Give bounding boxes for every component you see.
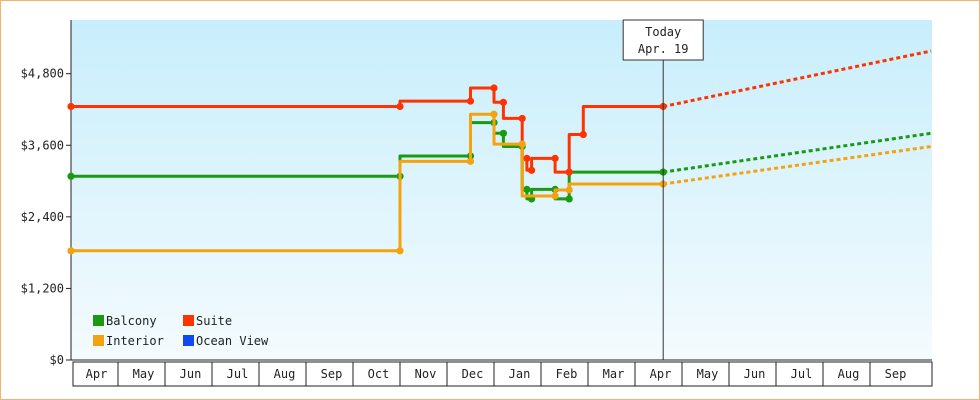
x-axis: Apr May Jun Jul Aug Sep Oct Nov Dec Jan Feb Mar Apr M… [71,359,933,387]
series-interior [67,110,932,255]
legend-item-interior: Interior [93,334,164,348]
legend-swatch [183,315,194,326]
forecast-line [662,131,932,174]
plot-background [71,20,932,360]
legend-item-balcony: Balcony [93,314,157,328]
series-point [499,129,507,137]
x-tick-label: Apr [86,367,108,381]
legend-label: Interior [106,334,164,348]
series-point [565,168,573,176]
series-point [518,114,526,123]
series-point [551,154,559,162]
series-point [490,84,498,92]
series-point [565,195,573,203]
series-point [67,102,75,111]
x-tick-label: Sep [885,367,907,381]
series-point [518,140,526,148]
x-tick-label: Nov [415,367,437,381]
x-tick-label: Mar [603,367,625,381]
x-axis-band [72,361,933,387]
series-point [67,247,75,255]
x-tick-label: Feb [556,367,578,381]
forecast-line [662,145,932,186]
series-point [67,172,75,180]
series-point [466,157,475,165]
legend: Balcony Suite Interior Ocean View [93,314,269,348]
series-point [396,102,404,111]
x-tick-label: Aug [838,367,860,381]
series-point [523,185,531,194]
today-marker: Today Apr. 19 [622,19,704,360]
y-tick-label: $3,600 [21,138,64,152]
x-tick-label: Jun [180,367,202,381]
x-tick-label: Oct [368,367,390,381]
series-point [528,166,536,174]
today-date: Apr. 19 [638,42,689,56]
legend-label: Ocean View [196,334,269,348]
x-tick-label: Dec [462,367,484,381]
legend-label: Balcony [106,314,157,328]
legend-label: Suite [196,314,232,328]
series-layer [67,49,932,255]
y-tick-label: $4,800 [21,67,64,81]
y-tick-label: $1,200 [21,281,64,295]
x-tick-label: Jan [509,367,531,381]
series-point [579,130,587,139]
legend-item-ocean-view: Ocean View [183,334,269,348]
series-point [499,98,507,106]
today-label: Today [645,25,681,39]
x-tick-label: Jul [227,367,249,381]
y-tick-label: $0 [50,353,64,367]
x-tick-label: Jun [744,367,766,381]
series-point [490,110,498,118]
series-point [551,192,559,200]
y-tick-label: $2,400 [21,210,64,224]
x-tick-label: Aug [274,367,296,381]
x-tick-label: May [697,367,719,381]
series-point [466,97,475,105]
legend-swatch [93,335,104,346]
x-tick-label: May [133,367,155,381]
forecast-line [662,49,932,108]
series-suite [67,49,932,176]
legend-swatch [93,315,104,326]
legend-item-suite: Suite [183,314,232,328]
series-point [565,186,573,194]
series-point [523,154,531,162]
legend-swatch [183,335,194,346]
x-tick-label: Jul [791,367,813,381]
today-box [622,19,704,61]
series-point [396,247,404,255]
x-tick-label: Apr [650,367,672,381]
y-axis: $0 $1,200 $2,400 $3,600 $4,800 [21,20,72,367]
x-tick-label: Sep [321,367,343,381]
